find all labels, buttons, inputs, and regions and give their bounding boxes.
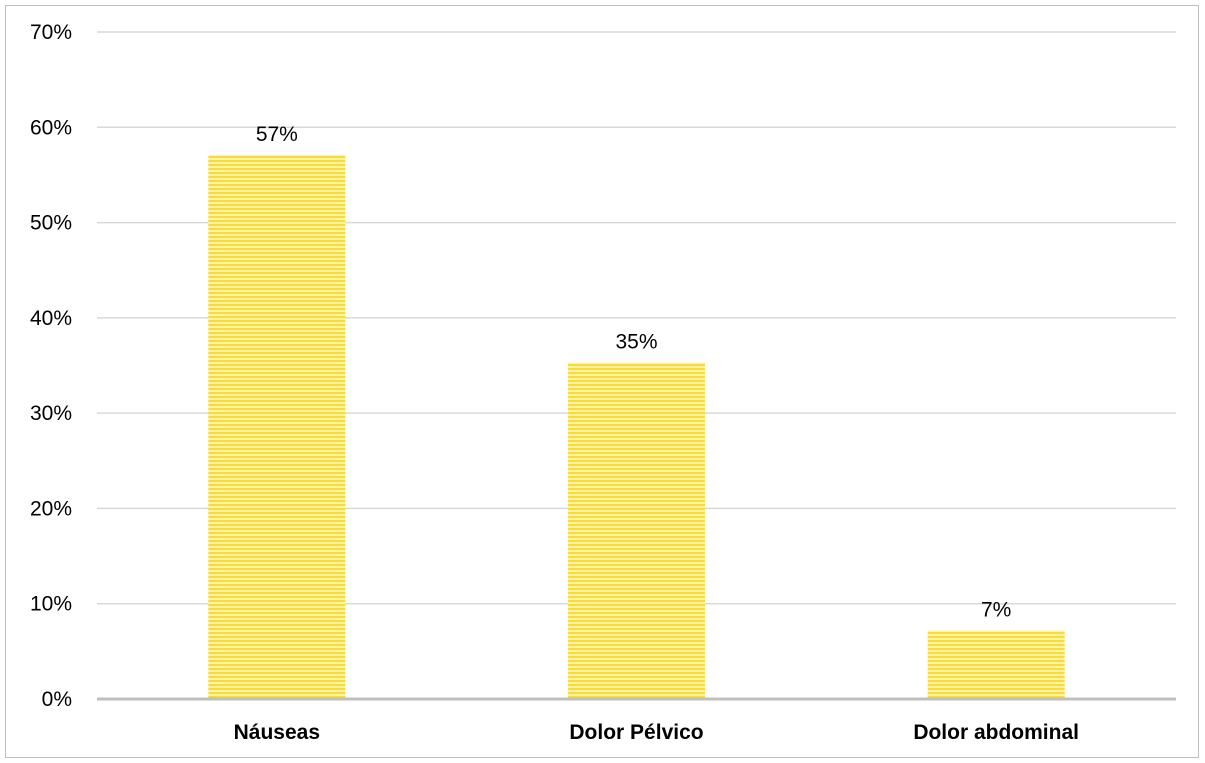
y-tick-label: 70% (30, 21, 72, 44)
bar-1 (568, 362, 705, 699)
bar-2 (927, 630, 1065, 699)
y-tick-label: 50% (30, 212, 72, 235)
data-label: 57% (256, 123, 298, 146)
bars (208, 154, 1065, 699)
y-tick-label: 10% (30, 593, 72, 616)
category-label: Dolor abdominal (913, 721, 1079, 744)
bar-0 (208, 154, 346, 699)
y-tick-label: 0% (42, 688, 72, 711)
y-tick-label: 20% (30, 497, 72, 520)
y-axis-ticks: 0% 10% 20% 30% 40% 50% 60% 70% (30, 21, 72, 711)
data-label: 7% (981, 598, 1011, 621)
y-tick-label: 40% (30, 307, 72, 330)
category-label: Dolor Pélvico (569, 721, 703, 744)
y-tick-label: 30% (30, 402, 72, 425)
data-label: 35% (615, 331, 657, 354)
y-tick-label: 60% (30, 116, 72, 139)
category-labels: Náuseas Dolor Pélvico Dolor abdominal (234, 721, 1079, 744)
data-labels: 57% 35% 7% (256, 123, 1012, 621)
category-label: Náuseas (234, 721, 320, 744)
